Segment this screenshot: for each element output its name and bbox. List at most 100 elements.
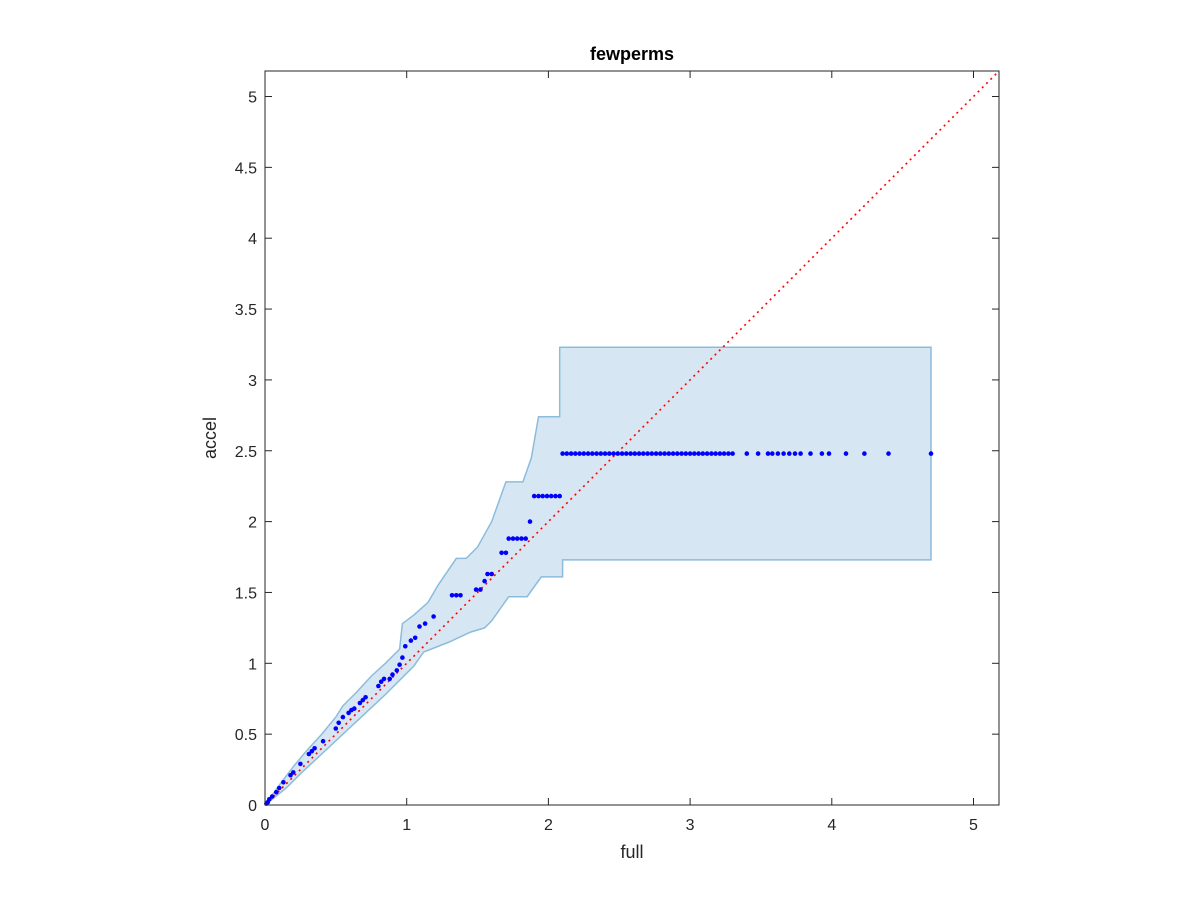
data-point bbox=[713, 451, 718, 456]
x-tick-label: 5 bbox=[969, 817, 978, 834]
data-point bbox=[826, 451, 832, 456]
x-axis-label: full bbox=[620, 842, 643, 862]
data-point bbox=[775, 451, 781, 456]
data-point bbox=[662, 451, 667, 456]
data-point bbox=[381, 676, 387, 682]
data-point bbox=[928, 451, 934, 456]
y-tick-label: 0 bbox=[248, 798, 257, 815]
data-point bbox=[730, 451, 735, 456]
data-point bbox=[717, 451, 723, 456]
x-tick-label: 0 bbox=[261, 817, 270, 834]
data-point bbox=[360, 697, 366, 703]
data-point bbox=[607, 451, 612, 456]
data-point bbox=[619, 451, 625, 456]
data-point bbox=[594, 451, 599, 456]
y-tick-label: 3.5 bbox=[235, 302, 257, 319]
y-tick-label: 2.5 bbox=[235, 444, 257, 461]
data-point bbox=[611, 451, 616, 456]
data-point bbox=[503, 550, 509, 556]
data-point bbox=[683, 451, 689, 456]
data-point bbox=[581, 451, 587, 456]
data-point bbox=[478, 587, 483, 592]
data-point bbox=[744, 451, 750, 456]
data-point bbox=[590, 451, 595, 456]
data-point bbox=[696, 451, 701, 456]
data-point bbox=[787, 451, 792, 456]
data-point bbox=[312, 746, 317, 751]
data-point bbox=[560, 451, 565, 456]
data-point bbox=[798, 451, 803, 456]
data-point bbox=[645, 451, 650, 456]
data-point bbox=[679, 451, 684, 456]
data-point bbox=[553, 493, 558, 499]
data-point bbox=[333, 726, 339, 731]
data-point bbox=[412, 635, 418, 641]
data-point bbox=[482, 578, 487, 584]
data-point bbox=[792, 451, 798, 456]
plot-area: 0 1 2 3 4 5 0 0.5 1 1.5 2 2.5 3 3.5 4 4.5 5 bbox=[235, 70, 1000, 834]
data-point bbox=[281, 780, 286, 785]
data-point bbox=[632, 451, 638, 456]
data-point bbox=[499, 550, 504, 556]
data-point bbox=[577, 451, 582, 456]
data-point bbox=[309, 748, 315, 754]
data-point bbox=[624, 451, 629, 456]
data-point bbox=[886, 451, 891, 456]
data-point bbox=[770, 451, 775, 456]
data-point bbox=[598, 451, 604, 456]
data-point bbox=[531, 493, 537, 499]
data-point bbox=[267, 797, 272, 802]
data-point bbox=[408, 638, 414, 643]
data-point bbox=[449, 593, 455, 598]
data-point bbox=[765, 451, 771, 456]
data-point bbox=[843, 451, 849, 456]
data-point bbox=[336, 720, 342, 726]
data-point bbox=[473, 587, 479, 592]
data-point bbox=[675, 451, 680, 456]
data-point bbox=[536, 493, 541, 499]
x-tick-label: 3 bbox=[686, 817, 695, 834]
data-point bbox=[320, 738, 326, 744]
data-point bbox=[862, 451, 867, 456]
data-point bbox=[489, 571, 495, 577]
data-point bbox=[298, 761, 303, 767]
data-point bbox=[653, 451, 659, 456]
data-point bbox=[819, 451, 825, 456]
axes-box bbox=[264, 70, 1000, 806]
y-tick-label: 1 bbox=[248, 656, 257, 673]
y-tick-label: 4.5 bbox=[235, 160, 257, 177]
data-point bbox=[506, 536, 512, 541]
data-point bbox=[573, 451, 578, 456]
data-point bbox=[485, 571, 490, 577]
data-point bbox=[666, 451, 672, 456]
data-point bbox=[346, 710, 351, 716]
data-point bbox=[726, 451, 731, 456]
identity-line bbox=[264, 70, 1000, 806]
data-point bbox=[376, 683, 381, 689]
data-point bbox=[557, 493, 562, 499]
y-tick-label: 4 bbox=[248, 231, 257, 248]
data-point bbox=[709, 451, 714, 456]
data-point bbox=[390, 672, 395, 677]
data-point bbox=[781, 451, 786, 456]
data-point bbox=[641, 451, 646, 456]
confidence-band bbox=[264, 346, 932, 806]
data-point bbox=[523, 536, 528, 541]
data-point bbox=[636, 451, 642, 456]
data-point bbox=[400, 655, 405, 660]
data-point bbox=[394, 668, 400, 673]
data-point bbox=[378, 679, 384, 684]
data-point bbox=[755, 451, 761, 456]
data-point bbox=[510, 536, 516, 541]
data-point bbox=[514, 536, 520, 541]
data-point bbox=[352, 706, 357, 711]
data-point bbox=[687, 451, 693, 456]
data-point bbox=[288, 772, 293, 778]
data-point bbox=[548, 493, 554, 499]
y-axis-label: accel bbox=[200, 417, 220, 459]
data-point bbox=[417, 624, 422, 629]
chart-title: fewperms bbox=[590, 44, 674, 64]
data-point bbox=[403, 644, 408, 649]
data-point bbox=[670, 451, 676, 456]
data-point bbox=[544, 493, 550, 499]
